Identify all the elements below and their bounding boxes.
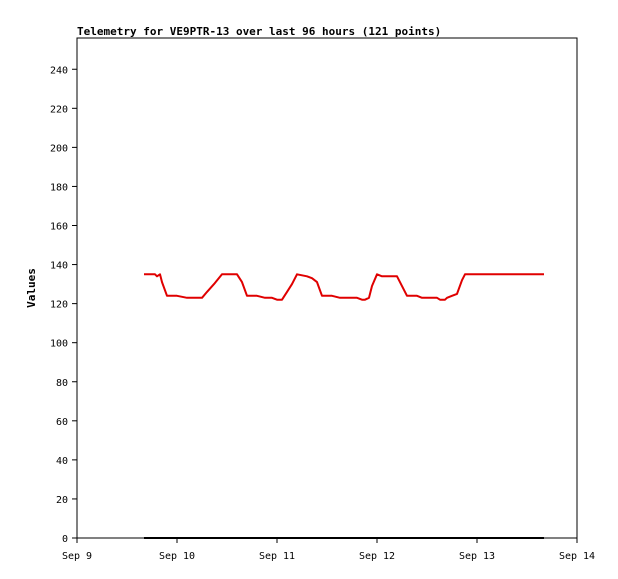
y-tick-label: 140 bbox=[50, 261, 68, 272]
x-tick-label: Sep 14 bbox=[559, 551, 595, 562]
x-tick-label: Sep 13 bbox=[459, 551, 495, 562]
x-tick-label: Sep 9 bbox=[62, 551, 92, 562]
y-tick-label: 60 bbox=[56, 417, 68, 428]
y-tick-label: 240 bbox=[50, 65, 68, 76]
x-axis: Sep 9 Sep 10 Sep 11 Sep 12 Sep 13 Sep 14 bbox=[62, 538, 595, 562]
x-tick-label: Sep 11 bbox=[259, 551, 295, 562]
chart-title: Telemetry for VE9PTR-13 over last 96 hou… bbox=[77, 25, 441, 38]
series-layer bbox=[144, 273, 544, 539]
y-tick-label: 160 bbox=[50, 222, 68, 233]
y-axis-label: Values bbox=[25, 268, 38, 308]
y-tick-label: 40 bbox=[56, 456, 68, 467]
y-axis: 0 20 40 60 80 100 120 140 160 180 200 220 240 bbox=[50, 65, 77, 545]
y-tick-label: 200 bbox=[50, 143, 68, 154]
y-tick-label: 0 bbox=[62, 534, 68, 545]
y-tick-label: 120 bbox=[50, 300, 68, 311]
y-tick-label: 220 bbox=[50, 104, 68, 115]
plot-frame bbox=[76, 37, 578, 539]
x-tick-label: Sep 10 bbox=[159, 551, 195, 562]
telemetry-series-line bbox=[144, 273, 544, 301]
y-tick-label: 100 bbox=[50, 339, 68, 350]
y-tick-label: 180 bbox=[50, 182, 68, 193]
x-tick-label: Sep 12 bbox=[359, 551, 395, 562]
y-tick-label: 20 bbox=[56, 495, 68, 506]
y-tick-label: 80 bbox=[56, 378, 68, 389]
